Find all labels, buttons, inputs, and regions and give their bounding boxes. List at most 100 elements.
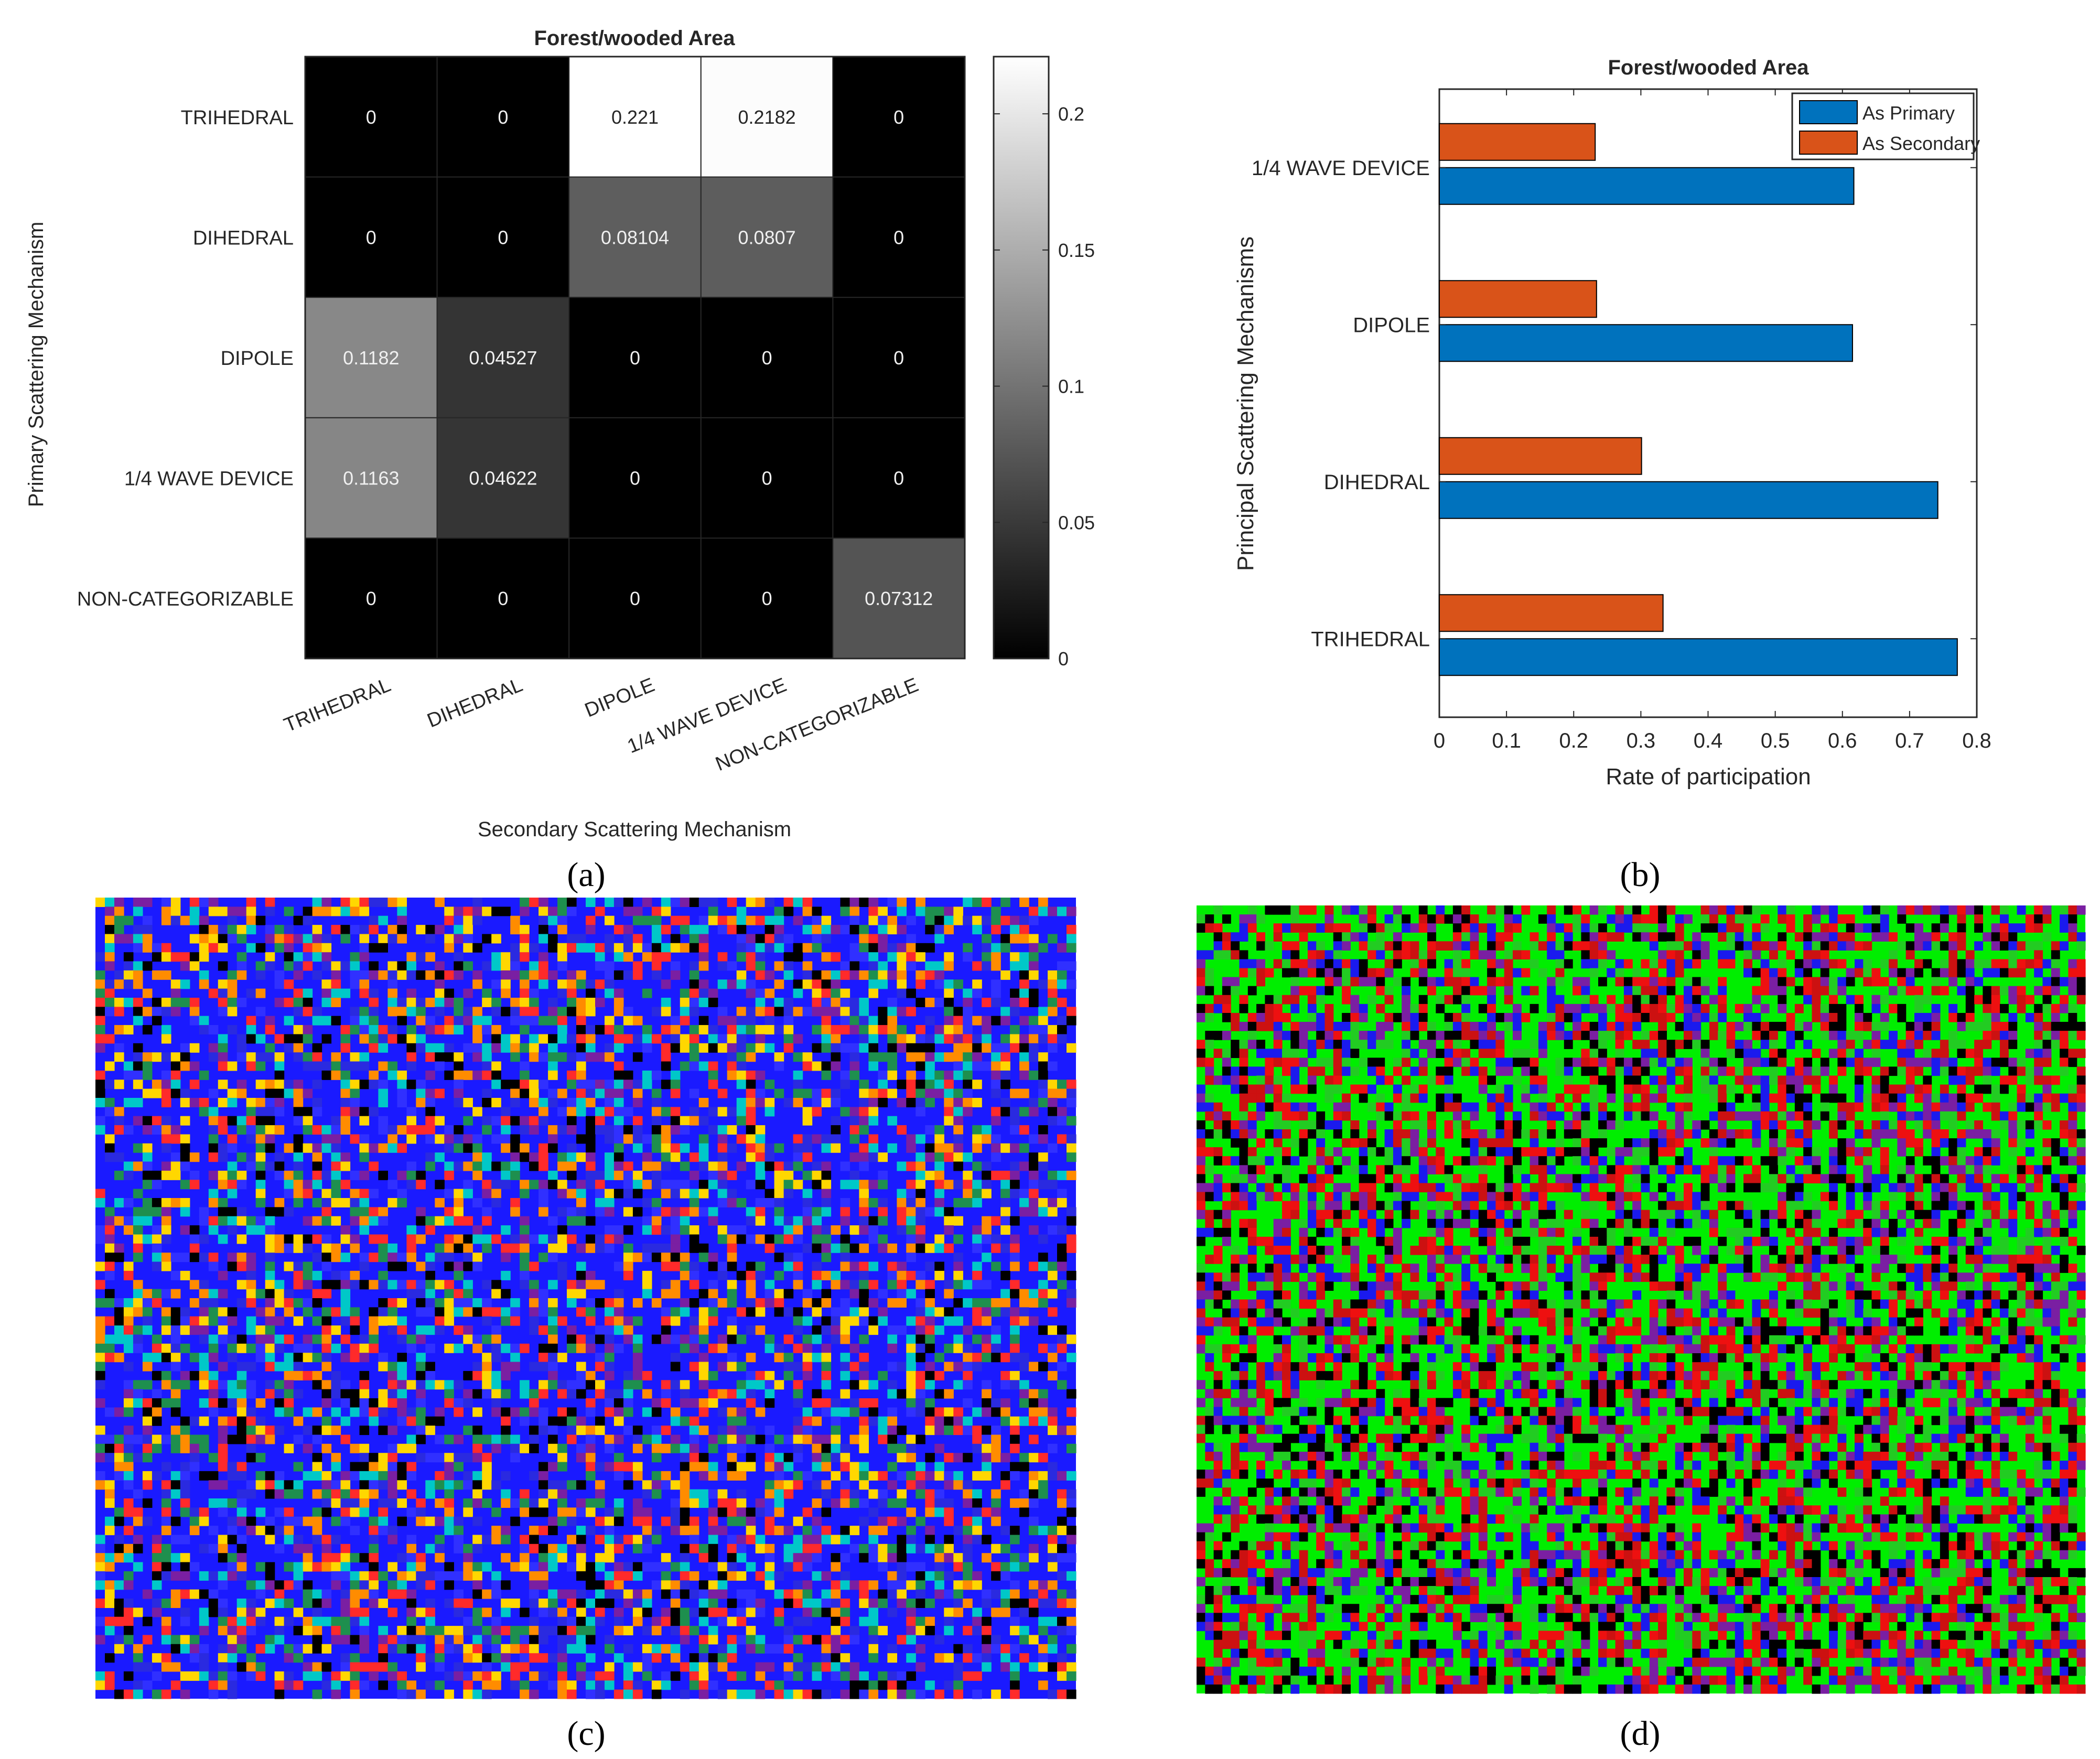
map-pixel bbox=[331, 1143, 341, 1153]
heatmap-cell-label: 0 bbox=[762, 347, 772, 369]
map-pixel bbox=[661, 1152, 671, 1162]
map-pixel bbox=[529, 1599, 539, 1608]
map-pixel bbox=[821, 979, 832, 989]
map-pixel bbox=[698, 1134, 709, 1144]
map-pixel bbox=[1057, 1080, 1067, 1089]
map-pixel bbox=[849, 1225, 860, 1235]
map-pixel bbox=[303, 1516, 313, 1526]
map-pixel bbox=[161, 1289, 171, 1299]
map-pixel bbox=[255, 1398, 266, 1408]
map-pixel bbox=[218, 979, 228, 989]
map-pixel bbox=[821, 1353, 832, 1363]
heatmap-cell bbox=[700, 56, 834, 178]
map-pixel bbox=[727, 1516, 737, 1526]
map-pixel bbox=[755, 1088, 766, 1098]
map-pixel bbox=[925, 1616, 935, 1626]
map-pixel bbox=[746, 1526, 756, 1536]
map-pixel bbox=[548, 1353, 558, 1363]
colorbar-ticks: 00.050.10.150.2 bbox=[994, 103, 1095, 670]
map-pixel bbox=[548, 1316, 558, 1326]
map-pixel bbox=[1019, 1353, 1029, 1363]
map-pixel bbox=[1019, 952, 1029, 962]
map-pixel bbox=[613, 1325, 624, 1335]
map-pixel bbox=[520, 1489, 530, 1499]
map-pixel bbox=[312, 1043, 322, 1053]
map-pixel bbox=[425, 1116, 435, 1126]
map-pixel bbox=[397, 1589, 407, 1599]
map-pixel bbox=[1019, 1016, 1029, 1026]
map-pixel bbox=[632, 1443, 643, 1453]
map-pixel bbox=[623, 1107, 633, 1117]
map-pixel bbox=[887, 1498, 897, 1508]
map-pixel bbox=[1067, 1535, 1076, 1545]
map-pixel bbox=[623, 1125, 633, 1135]
map-pixel bbox=[180, 1607, 190, 1617]
map-pixel bbox=[199, 1589, 209, 1599]
map-pixel bbox=[708, 1298, 718, 1308]
map-pixel bbox=[812, 1434, 822, 1444]
map-pixel bbox=[491, 1034, 501, 1044]
map-pixel bbox=[510, 925, 520, 935]
map-pixel bbox=[944, 1516, 954, 1526]
map-pixel bbox=[444, 1580, 454, 1590]
map-pixel bbox=[218, 1289, 228, 1299]
map-pixel bbox=[265, 1516, 275, 1526]
map-pixel bbox=[293, 1516, 304, 1526]
map-pixel bbox=[642, 1080, 652, 1089]
map-pixel bbox=[123, 1270, 134, 1280]
map-pixel bbox=[170, 1307, 181, 1317]
map-pixel bbox=[991, 1061, 1001, 1071]
map-pixel bbox=[548, 1589, 558, 1599]
map-pixel bbox=[595, 1170, 605, 1180]
map-pixel bbox=[340, 1098, 351, 1107]
map-pixel bbox=[642, 1389, 652, 1399]
map-pixel bbox=[925, 1535, 935, 1545]
heatmap-cell-label: 0 bbox=[893, 106, 904, 128]
map-pixel bbox=[793, 1270, 803, 1280]
map-pixel bbox=[180, 1535, 190, 1545]
map-pixel bbox=[142, 1125, 153, 1135]
map-pixel bbox=[1057, 1034, 1067, 1044]
map-pixel bbox=[491, 1589, 501, 1599]
map-pixel bbox=[321, 1034, 332, 1044]
map-pixel bbox=[114, 998, 124, 1007]
map-pixel bbox=[274, 934, 285, 944]
map-pixel bbox=[897, 1298, 907, 1308]
map-pixel bbox=[670, 1025, 681, 1035]
map-pixel bbox=[755, 1498, 766, 1508]
map-pixel bbox=[189, 1016, 200, 1026]
map-pixel bbox=[170, 1080, 181, 1089]
map-pixel bbox=[708, 1180, 718, 1190]
map-pixel bbox=[783, 1161, 794, 1171]
map-pixel bbox=[774, 1526, 784, 1536]
map-pixel bbox=[416, 1607, 426, 1617]
map-pixel bbox=[821, 915, 832, 925]
map-pixel bbox=[605, 1198, 615, 1207]
map-pixel bbox=[510, 915, 520, 925]
map-pixel bbox=[340, 1316, 351, 1326]
map-pixel bbox=[472, 898, 482, 907]
map-pixel bbox=[284, 1043, 294, 1053]
map-pixel bbox=[991, 1298, 1001, 1308]
map-pixel bbox=[454, 1061, 464, 1071]
map-pixel bbox=[1048, 1416, 1058, 1426]
map-pixel bbox=[142, 1443, 153, 1453]
map-pixel bbox=[1029, 988, 1039, 998]
map-pixel bbox=[387, 1061, 397, 1071]
map-pixel bbox=[435, 1480, 445, 1490]
map-pixel bbox=[218, 1325, 228, 1335]
map-pixel bbox=[887, 1480, 897, 1490]
map-pixel bbox=[717, 979, 728, 989]
map-pixel bbox=[1029, 1025, 1039, 1035]
map-pixel bbox=[331, 1580, 341, 1590]
map-pixel bbox=[963, 1170, 973, 1180]
map-pixel bbox=[567, 1007, 577, 1017]
map-pixel bbox=[868, 1180, 878, 1190]
map-pixel bbox=[972, 1043, 982, 1053]
map-pixel bbox=[284, 1380, 294, 1390]
map-pixel bbox=[972, 1362, 982, 1372]
map-pixel bbox=[972, 1498, 982, 1508]
map-pixel bbox=[218, 1434, 228, 1444]
map-pixel bbox=[1010, 1353, 1020, 1363]
map-pixel bbox=[284, 1289, 294, 1299]
